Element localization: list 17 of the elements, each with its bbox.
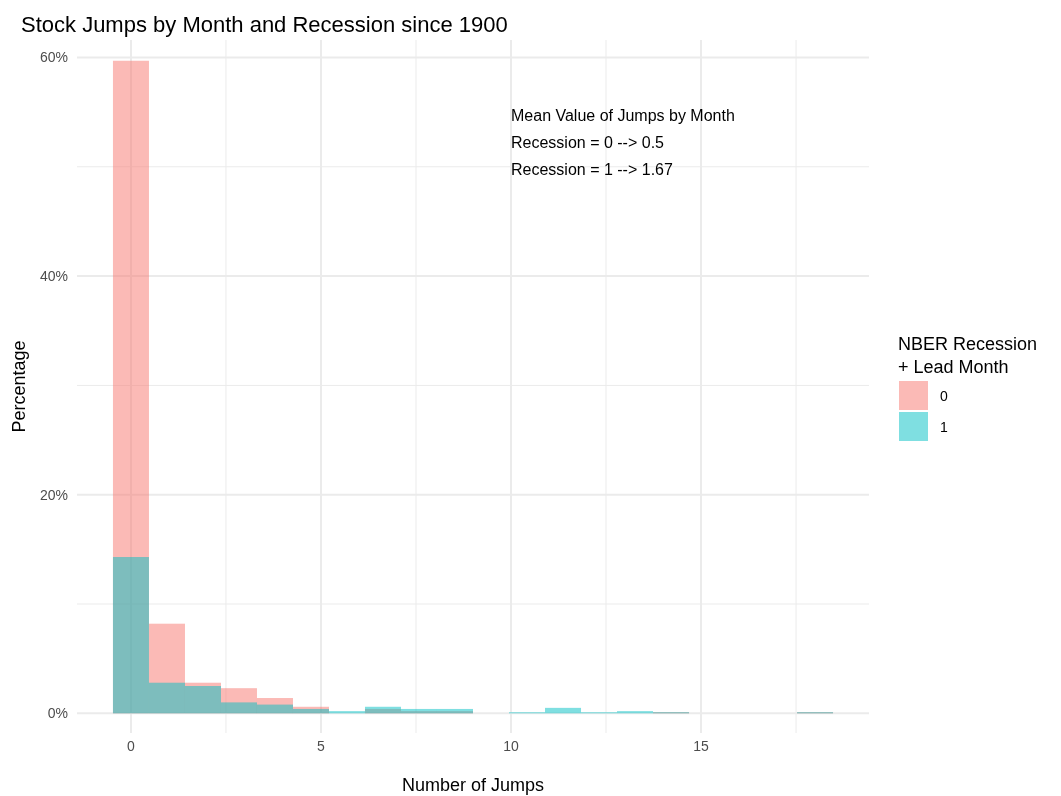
chart-title: Stock Jumps by Month and Recession since 1900	[21, 12, 508, 37]
x-axis-title: Number of Jumps	[401, 775, 545, 795]
x-tick-label: 15	[693, 738, 710, 754]
legend-label: 0	[940, 387, 948, 404]
annotation: Mean Value of Jumps by Month	[511, 107, 735, 124]
legend-title: NBER Recession + Lead Month	[898, 334, 1038, 377]
x-tick-label: 5	[317, 738, 326, 754]
annotation: Recession = 1 --> 1.67	[511, 161, 673, 178]
y-tick-label: 0%	[47, 705, 68, 722]
y-tick-label: 20%	[39, 486, 68, 503]
y-tick-label: 60%	[39, 49, 68, 66]
annotation: Recession = 0 --> 0.5	[511, 134, 665, 151]
y-tick-label: 40%	[39, 268, 68, 284]
y-axis-title: Percentage	[9, 340, 29, 433]
x-tick-label: 0	[127, 738, 136, 754]
legend-label: 1	[940, 418, 948, 435]
x-tick-label: 10	[503, 738, 519, 754]
